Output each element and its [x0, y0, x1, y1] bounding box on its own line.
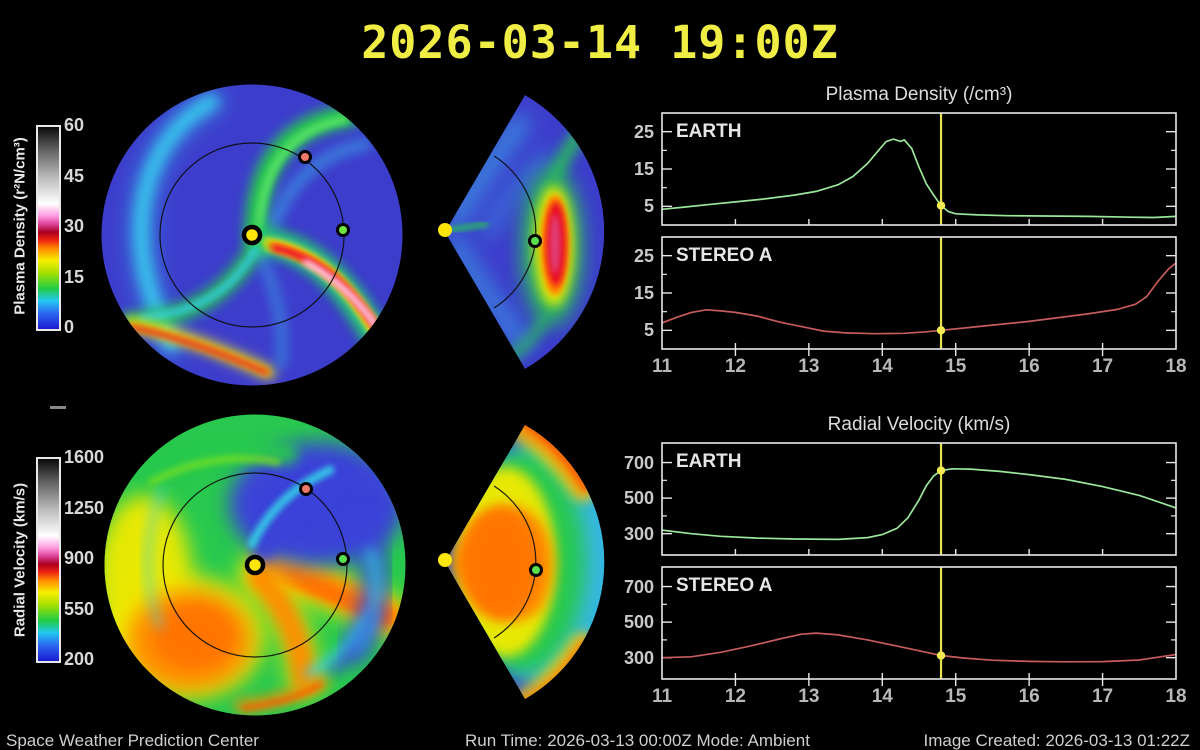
footer-created: Image Created: 2026-03-13 01:22Z [923, 731, 1190, 750]
colorbar-tick: 15 [64, 266, 85, 287]
x-tick-label: 11 [651, 356, 673, 377]
plasma-density-series-earth [661, 138, 1177, 219]
velocity-polar-map [104, 414, 406, 716]
footer-org: Space Weather Prediction Center [6, 731, 259, 750]
plasma-density-title: Plasma Density (/cm³) [825, 84, 1013, 105]
current-time-marker [936, 326, 946, 335]
plasma-density-panel-stereo-a [661, 236, 1177, 356]
current-time-marker [936, 201, 946, 210]
colorbar-tick: 45 [64, 165, 85, 186]
footer-runtime: Run Time: 2026-03-13 00:00Z Mode: Ambien… [465, 731, 810, 750]
x-tick-label: 14 [871, 356, 893, 377]
x-tick-label: 12 [724, 356, 746, 377]
sun-marker [438, 223, 452, 237]
stereo-a-marker [299, 482, 313, 496]
y-tick-label: 25 [633, 245, 654, 266]
earth-marker [336, 552, 350, 566]
radial-velocity-panel-earth [661, 442, 1177, 556]
panel-label-earth: EARTH [676, 121, 742, 142]
velocity-meridional-wedge [438, 425, 605, 699]
x-tick-label: 15 [945, 356, 967, 377]
radial-velocity-series-stereo-a [661, 632, 1177, 663]
earth-orbit-line [493, 155, 537, 309]
velocity-colorbar-gradient [36, 457, 61, 663]
y-tick-label: 700 [623, 576, 654, 597]
x-tick-label: 13 [798, 686, 820, 707]
x-tick-label: 15 [945, 686, 967, 707]
radial-velocity-series-earth [661, 467, 1177, 541]
stereo-a-marker [298, 150, 312, 164]
density-colorbar-gradient [36, 125, 61, 331]
y-tick-label: 5 [643, 196, 654, 217]
earth-marker [528, 234, 542, 248]
y-tick-label: 700 [623, 452, 654, 473]
y-tick-label: 15 [633, 283, 654, 303]
earth-orbit-line [162, 472, 348, 658]
density-polar-map [101, 84, 403, 386]
colorbar-tick: 60 [64, 115, 85, 135]
y-tick-label: 300 [623, 647, 654, 668]
colorbar-tick: 0 [64, 317, 75, 337]
x-tick-label: 18 [1165, 356, 1187, 377]
x-tick-label: 14 [871, 686, 893, 707]
panel-label-earth: EARTH [676, 451, 742, 472]
x-tick-label: 12 [724, 686, 746, 707]
left-margin-tick [50, 406, 66, 409]
radial-velocity-panel-stereo-a [661, 566, 1177, 686]
y-tick-label: 500 [623, 612, 654, 633]
x-tick-label: 11 [651, 686, 673, 707]
earth-marker [529, 563, 543, 577]
sun-marker [241, 224, 263, 246]
x-tick-label: 18 [1165, 686, 1187, 707]
x-tick-label: 16 [1018, 356, 1040, 377]
sun-marker [438, 553, 452, 567]
colorbar-tick: 550 [64, 598, 95, 619]
y-tick-label: 500 [623, 488, 654, 509]
earth-orbit-line [493, 485, 537, 639]
x-tick-label: 16 [1018, 686, 1040, 707]
y-tick-label: 5 [643, 320, 654, 341]
colorbar-tick: 1250 [64, 497, 105, 518]
radial-velocity-title: Radial Velocity (km/s) [827, 414, 1011, 435]
density-meridional-wedge [438, 95, 605, 369]
density-colorbar-label: Plasma Density (r²N/cm³) [11, 137, 29, 315]
y-tick-label: 15 [633, 159, 654, 179]
sun-marker [244, 554, 266, 576]
colorbar-tick: 900 [64, 548, 95, 568]
panel-label-stereo-a: STEREO A [676, 245, 773, 266]
earth-marker [336, 223, 350, 237]
colorbar-tick: 200 [64, 649, 95, 669]
x-tick-label: 13 [798, 356, 820, 377]
page-title: 2026-03-14 19:00Z [361, 16, 839, 69]
current-time-marker [936, 651, 946, 660]
panel-label-stereo-a: STEREO A [676, 575, 773, 596]
velocity-colorbar-label: Radial Velocity (km/s) [11, 482, 29, 638]
colorbar-tick: 30 [64, 216, 85, 236]
y-tick-label: 25 [633, 121, 654, 142]
colorbar-tick: 1600 [64, 447, 105, 467]
x-tick-label: 17 [1091, 356, 1114, 377]
x-tick-label: 17 [1091, 686, 1114, 707]
plasma-density-panel-earth [661, 112, 1177, 226]
plasma-density-series-stereo-a [661, 262, 1177, 335]
current-time-marker [936, 466, 946, 475]
y-tick-label: 300 [623, 523, 654, 544]
